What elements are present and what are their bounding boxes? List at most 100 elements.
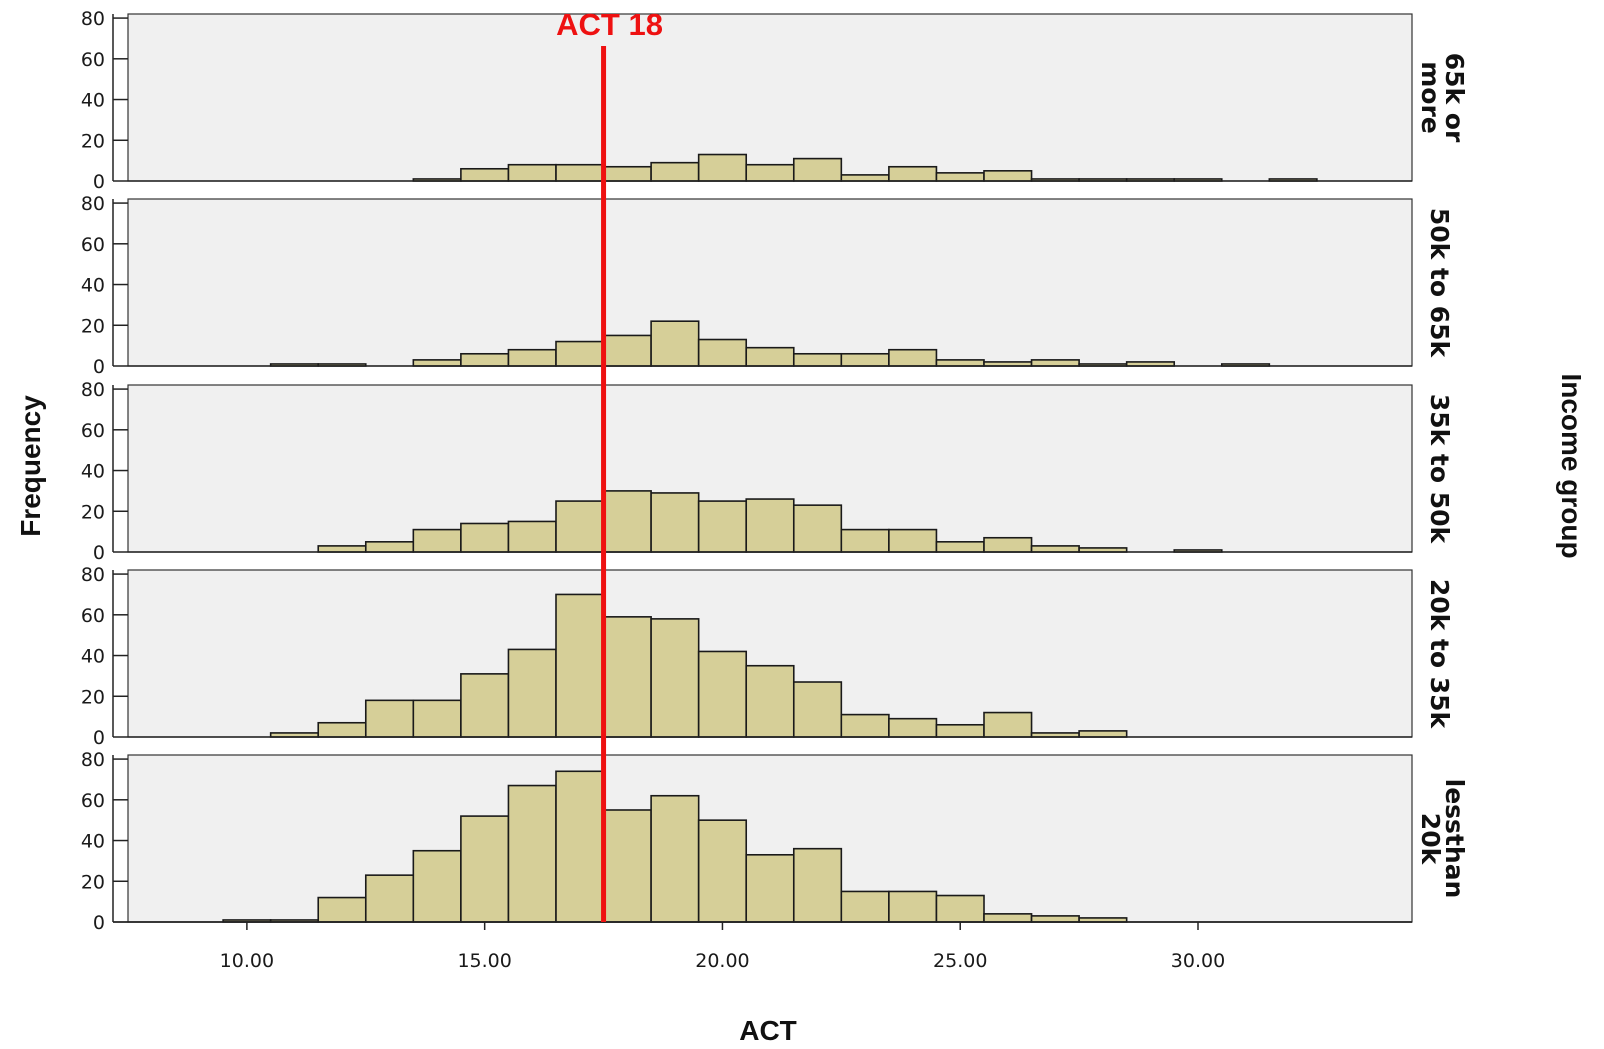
- panel-label: 35k to 50k: [1425, 394, 1454, 545]
- panel-2: 0 20 40 60 80 50k to 65k: [81, 193, 1454, 378]
- histogram-bar: [888, 528, 938, 553]
- histogram-bar: [650, 618, 700, 738]
- x-tick-label: 10.00: [220, 950, 274, 972]
- histogram-bar: [460, 522, 510, 553]
- histogram-bar: [507, 163, 557, 182]
- histogram-bar: [507, 648, 557, 738]
- histogram-bar: [697, 819, 748, 923]
- histogram-bar: [697, 650, 748, 738]
- histogram-bar: [412, 699, 462, 738]
- panel-background: [127, 198, 1413, 367]
- panel-label: 65k ormore: [1416, 53, 1469, 143]
- y-tick-label: 60: [81, 605, 105, 627]
- histogram-bar: [745, 853, 795, 923]
- panels-group: 0 20 40 60 80 65k ormore 0 20 40 60 80 50k to 65k 0 2…: [81, 8, 1469, 934]
- histogram-bar: [555, 500, 605, 553]
- histogram-bar: [412, 528, 462, 553]
- histogram-bar: [745, 498, 795, 553]
- histogram-bar: [650, 794, 700, 923]
- histogram-bar: [983, 170, 1033, 182]
- histogram-bar: [697, 500, 748, 553]
- histogram-bar: [507, 348, 557, 367]
- histogram-bar: [507, 784, 557, 923]
- y-tick-label: 80: [81, 8, 105, 30]
- histogram-bar: [935, 541, 985, 553]
- x-tick-label: 20.00: [695, 950, 749, 972]
- panel-label-line: 20k to 35k: [1425, 579, 1454, 730]
- histogram-bar: [697, 338, 748, 367]
- y-tick-label: 0: [93, 542, 105, 564]
- y-tick-label: 20: [81, 130, 105, 152]
- histogram-bar: [555, 593, 605, 738]
- x-axis-title: ACT: [739, 1015, 797, 1046]
- histogram-bar: [317, 721, 367, 738]
- histogram-bar: [1078, 730, 1128, 738]
- y-tick-label: 60: [81, 234, 105, 256]
- histogram-bar: [792, 352, 843, 367]
- panel-background: [127, 13, 1413, 182]
- y-tick-label: 60: [81, 49, 105, 71]
- histogram-bar: [888, 890, 938, 923]
- y-tick-label: 60: [81, 790, 105, 812]
- histogram-bar: [317, 896, 367, 923]
- histogram-bar: [412, 359, 462, 367]
- panel-label-line: 20k: [1416, 813, 1445, 866]
- histogram-bar: [935, 359, 985, 367]
- histogram-bar: [697, 153, 748, 182]
- histogram-bar: [840, 890, 890, 923]
- histogram-bar: [1030, 915, 1080, 923]
- histogram-bar: [460, 167, 510, 182]
- panel-label: 20k to 35k: [1425, 579, 1454, 730]
- y-tick-label: 40: [81, 646, 105, 668]
- y-tick-label: 20: [81, 686, 105, 708]
- histogram-bar: [983, 536, 1033, 553]
- histogram-bar: [602, 616, 652, 738]
- reference-line-label: ACT 18: [556, 7, 663, 42]
- y-tick-label: 40: [81, 831, 105, 853]
- histogram-bar: [555, 340, 605, 367]
- y-axis-title: Frequency: [15, 395, 46, 537]
- histogram-bar: [983, 711, 1033, 738]
- panel-label-line: more: [1416, 61, 1445, 134]
- histogram-bar: [888, 165, 938, 182]
- histogram-bar: [1030, 545, 1080, 553]
- y-tick-label: 80: [81, 379, 105, 401]
- histogram-bar: [792, 681, 843, 738]
- y-tick-label: 20: [81, 871, 105, 893]
- histogram-bar: [840, 174, 890, 182]
- x-axis: 10.00 15.00 20.00 25.00 30.00: [113, 921, 1412, 972]
- x-tick-label: 15.00: [457, 950, 511, 972]
- histogram-bar: [602, 809, 652, 923]
- x-tick-label: 25.00: [933, 950, 987, 972]
- histogram-bar: [650, 161, 700, 182]
- histogram-bar: [840, 528, 890, 553]
- y-tick-label: 80: [81, 749, 105, 771]
- panel-label: 50k to 65k: [1425, 208, 1454, 359]
- histogram-bar: [317, 545, 367, 553]
- histogram-bar: [460, 815, 510, 923]
- panel-label: lessthan20k: [1416, 779, 1469, 899]
- x-tick-label: 30.00: [1171, 950, 1225, 972]
- y-tick-label: 80: [81, 193, 105, 215]
- histogram-bar: [935, 894, 985, 923]
- histogram-bar: [1030, 359, 1080, 367]
- facet-axis-title: Income group: [1556, 373, 1587, 558]
- y-tick-label: 0: [93, 727, 105, 749]
- histogram-bar: [745, 346, 795, 367]
- histogram-bar: [888, 717, 938, 738]
- y-tick-label: 20: [81, 501, 105, 523]
- histogram-bar: [507, 520, 557, 553]
- histogram-bar: [935, 723, 985, 738]
- histogram-bar: [364, 699, 415, 738]
- histogram-bar: [650, 492, 700, 553]
- y-tick-label: 40: [81, 275, 105, 297]
- histogram-bar: [888, 348, 938, 367]
- reference-line-group: ACT 18: [556, 7, 663, 922]
- panel-5: 0 20 40 60 80 lessthan20k: [81, 749, 1469, 934]
- histogram-bar: [745, 163, 795, 182]
- panel-label-line: 50k to 65k: [1425, 208, 1454, 359]
- panel-label-line: lessthan: [1440, 779, 1469, 899]
- histogram-bar: [460, 352, 510, 367]
- histogram-bar: [792, 504, 843, 553]
